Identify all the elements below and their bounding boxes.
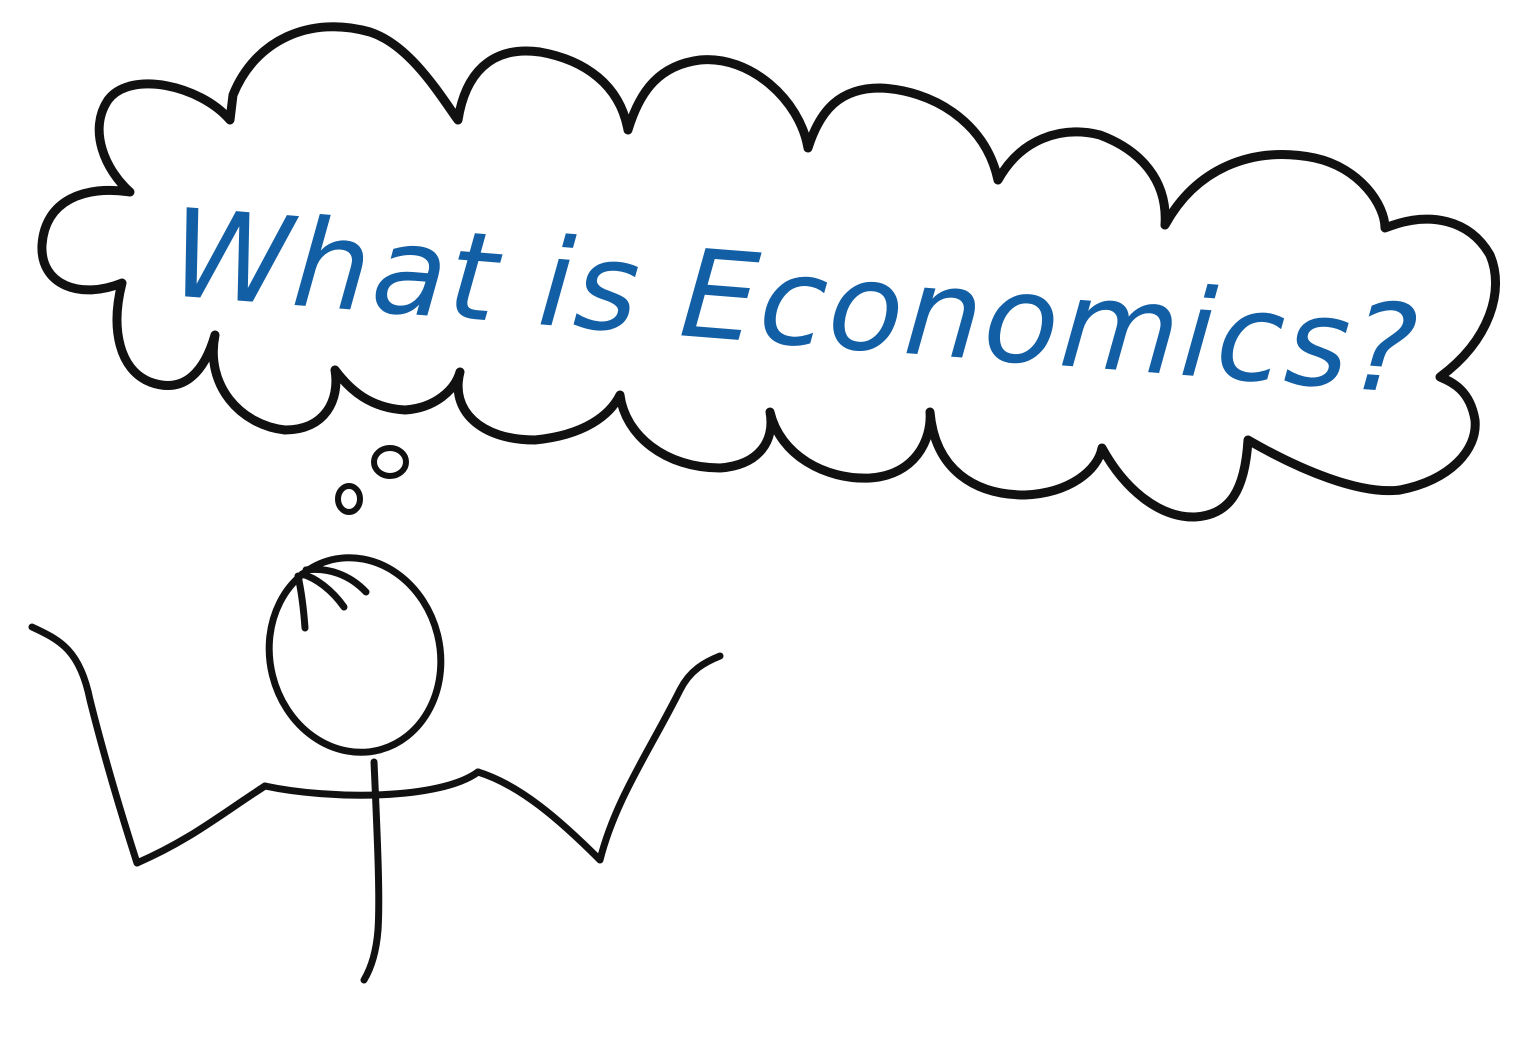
thought-bubble-small — [335, 483, 363, 515]
figure-hair — [298, 570, 348, 611]
thought-cloud — [37, 22, 1501, 522]
figure-head — [265, 554, 445, 756]
cloud-outline — [37, 22, 1501, 522]
thought-bubble-large — [371, 445, 409, 479]
figure-body — [360, 758, 383, 984]
figure-shoulders — [261, 768, 482, 799]
thought-bubbles — [335, 445, 409, 515]
figure-hair — [294, 572, 309, 632]
stick-figure — [28, 554, 724, 984]
figure-hair — [302, 565, 370, 596]
figure-right-arm — [474, 652, 724, 864]
figure-left-arm — [28, 623, 269, 867]
